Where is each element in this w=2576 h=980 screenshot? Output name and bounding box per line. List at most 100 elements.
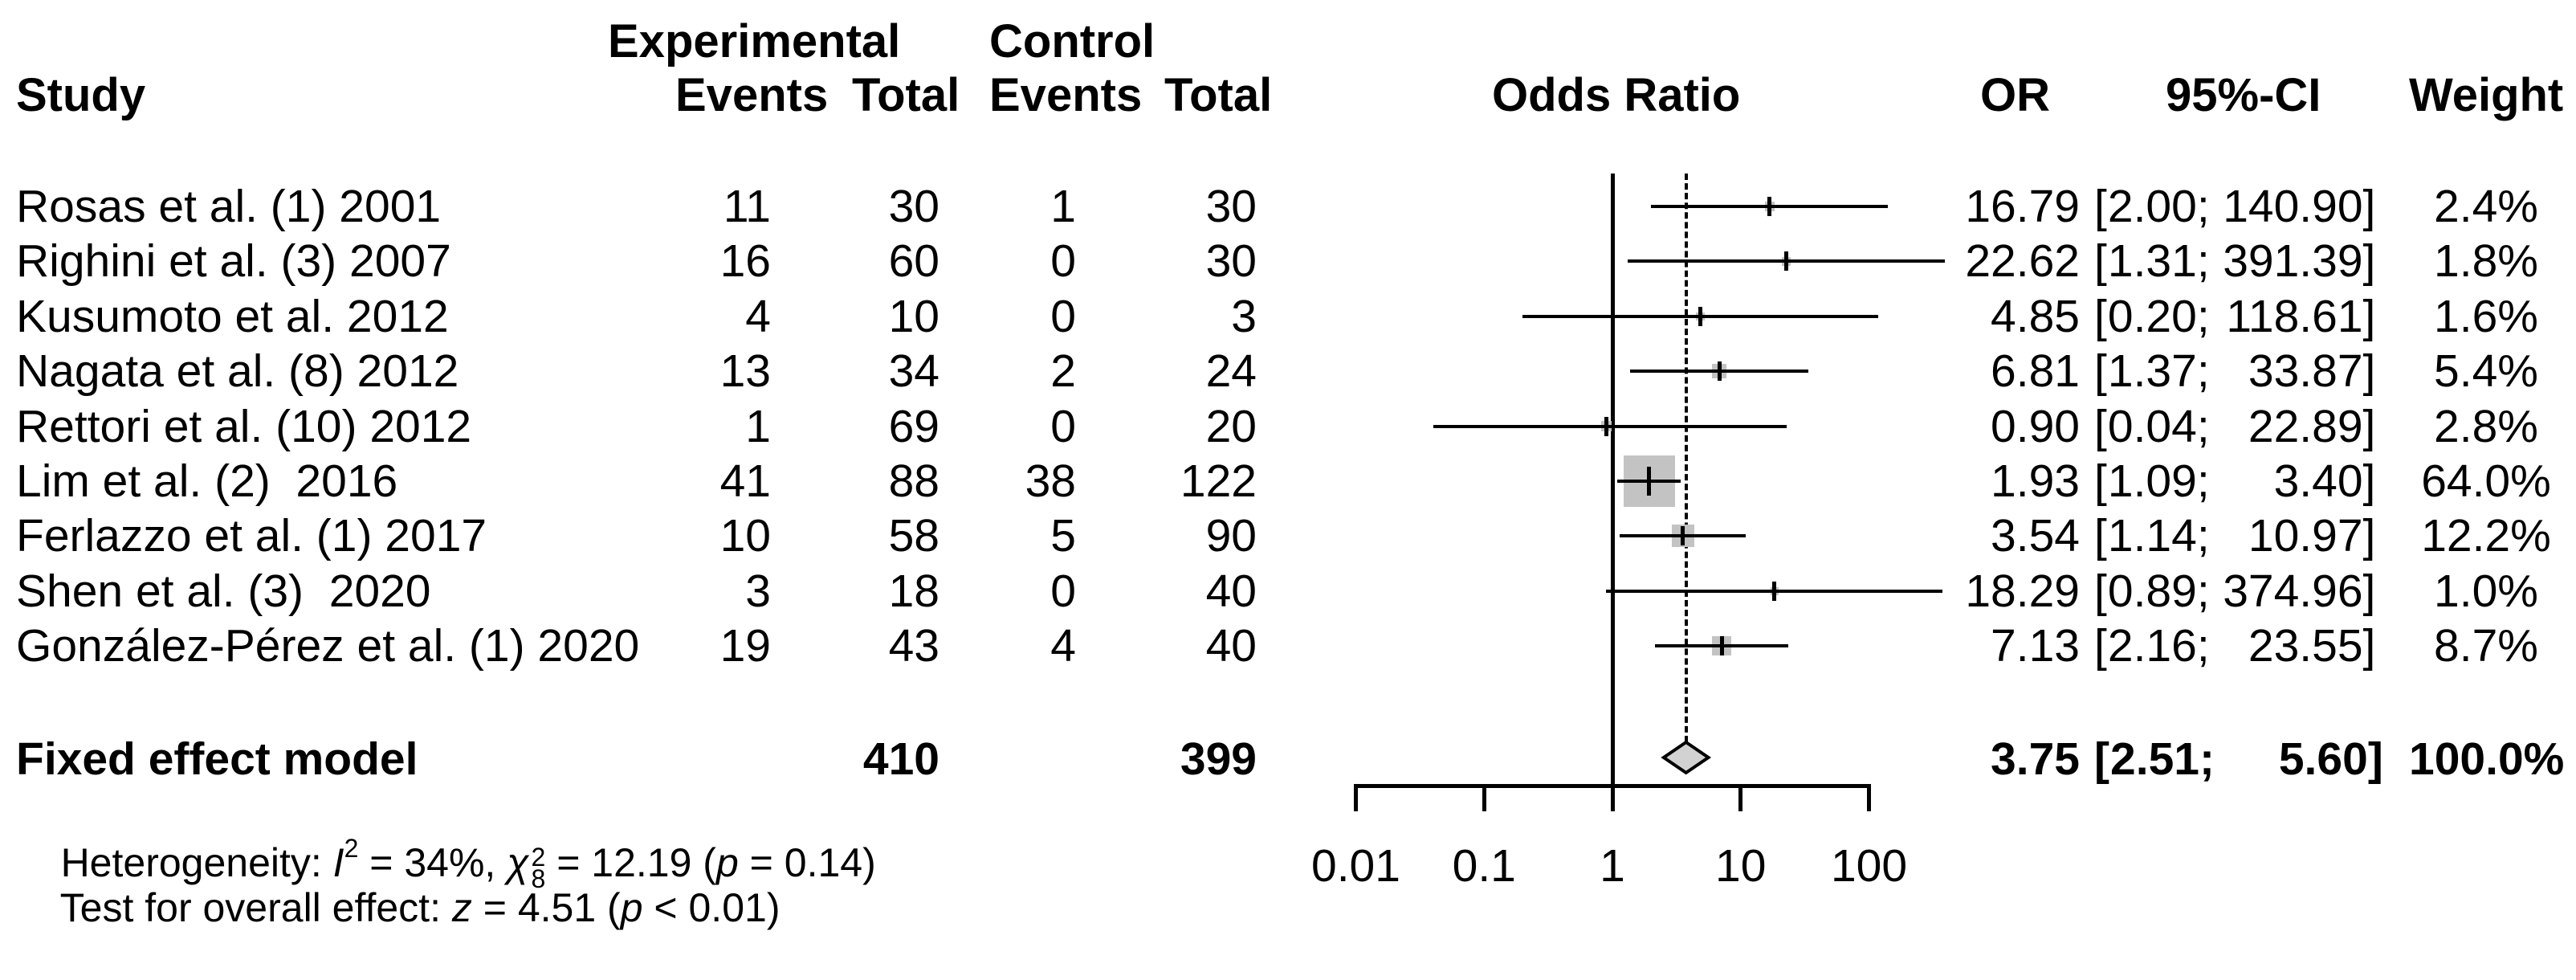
ctrl-events: 4 [1050, 620, 1076, 672]
x-axis-tick-label: 0.1 [1452, 840, 1516, 892]
table-row: González-Pérez et al. (1) 2020 19 43 4 4… [0, 619, 2576, 673]
ctrl-total: 20 [1205, 400, 1257, 452]
table-row: Lim et al. (2) 2016 41 88 38 122 1.93 [1… [0, 454, 2576, 508]
x-axis-tick-label: 10 [1715, 840, 1767, 892]
ctrl-total: 40 [1205, 565, 1257, 617]
or-value: 7.13 [1991, 620, 2080, 672]
ci-value: [0.04; 22.89] [2094, 399, 2375, 454]
ci-close-bracket: ] [2367, 733, 2383, 785]
exp-total: 69 [888, 400, 940, 452]
ctrl-total: 90 [1205, 510, 1257, 562]
het-prefix: Heterogeneity: [60, 840, 333, 885]
ctrl-events: 1 [1050, 181, 1076, 232]
ci-close-bracket: ] [2362, 181, 2376, 232]
column-group-control: Control [989, 15, 1156, 67]
point-estimate-tick [1647, 467, 1652, 496]
summary-weight: 100.0% [2409, 733, 2565, 785]
ci-open-bracket: [ [2094, 235, 2107, 288]
column-header-ci: 95%-CI [2166, 69, 2321, 121]
ci-low: 2.00 [2107, 181, 2197, 232]
ci-close-bracket: ] [2362, 510, 2376, 562]
ci-high: 22.89 [2248, 400, 2363, 452]
ci-low: 0.20 [2107, 290, 2197, 342]
ci-open-bracket: [ [2094, 181, 2107, 232]
ctrl-total: 24 [1205, 345, 1257, 398]
column-header-study: Study [16, 69, 146, 121]
ci-open-bracket: [ [2094, 290, 2107, 342]
ci-separator: ; [2199, 733, 2228, 785]
ci-close-bracket: ] [2362, 290, 2376, 342]
column-group-experimental: Experimental [608, 15, 901, 67]
ci-value: [1.09; 3.40] [2094, 454, 2375, 508]
table-row: Righini et al. (3) 2007 16 60 0 30 22.62… [0, 234, 2576, 288]
table-row: Nagata et al. (8) 2012 13 34 2 24 6.81 [… [0, 344, 2576, 398]
exp-events: 1 [745, 400, 771, 452]
ci-separator: ; [2196, 455, 2223, 507]
point-estimate-tick [1772, 581, 1777, 601]
ci-value: [1.37; 33.87] [2094, 344, 2375, 398]
ci-low: 1.31 [2107, 235, 2197, 288]
ctrl-events: 0 [1050, 235, 1076, 288]
chi-symbol: χ [507, 840, 529, 885]
ci-high: 10.97 [2248, 510, 2363, 562]
summary-row: Fixed effect model 410 399 3.75 [2.51; 5… [0, 732, 2576, 786]
weight-value: 64.0% [2421, 455, 2551, 507]
weight-value: 12.2% [2421, 510, 2551, 562]
ci-value: [2.16; 23.55] [2094, 619, 2375, 673]
test-mid: = 4.51 ( [471, 885, 621, 930]
ci-low: 1.14 [2107, 510, 2197, 562]
weight-value: 5.4% [2434, 345, 2538, 398]
summary-ci-low: 2.51 [2110, 733, 2199, 785]
or-value: 3.54 [1991, 510, 2080, 562]
ci-low: 2.16 [2107, 620, 2197, 672]
column-header-exp-total: Total [852, 69, 960, 121]
summary-or: 3.75 [1991, 733, 2080, 785]
forest-plot: Experimental Control Study Events Total … [0, 15, 2576, 930]
exp-events: 19 [719, 620, 771, 672]
point-estimate-tick [1717, 361, 1722, 382]
column-header-or: OR [1980, 69, 2050, 121]
ci-close-bracket: ] [2362, 400, 2376, 452]
column-header-exp-events: Events [675, 69, 829, 121]
x-axis-tick [1610, 784, 1615, 811]
exp-total: 10 [888, 290, 940, 342]
ctrl-total: 3 [1231, 290, 1257, 342]
pooled-estimate-dashed-line [1684, 174, 1688, 742]
study-name: Lim et al. (2) 2016 [16, 455, 398, 507]
x-axis-tick [1738, 784, 1743, 811]
column-header-ctrl-events: Events [989, 69, 1143, 121]
summary-ci: [2.51; 5.60] [2094, 732, 2383, 786]
ctrl-events: 5 [1050, 510, 1076, 562]
ci-high: 140.90 [2223, 181, 2363, 232]
test-p-symbol: p [620, 885, 643, 930]
ctrl-events: 0 [1050, 290, 1076, 342]
ci-open-bracket: [ [2094, 733, 2109, 785]
point-estimate-tick [1719, 636, 1724, 656]
chi-exponent: 2 [531, 843, 546, 872]
ci-close-bracket: ] [2362, 345, 2376, 398]
exp-events: 11 [723, 181, 771, 232]
ctrl-total: 30 [1205, 235, 1257, 288]
study-name: Righini et al. (3) 2007 [16, 235, 451, 288]
ci-value: [0.89; 374.96] [2094, 564, 2375, 619]
x-axis-tick-label: 100 [1830, 840, 1908, 892]
exp-total: 60 [888, 235, 940, 288]
weight-value: 2.8% [2434, 400, 2538, 452]
ci-value: [2.00; 140.90] [2094, 179, 2375, 234]
x-axis-tick [1867, 784, 1871, 811]
exp-total: 43 [888, 620, 940, 672]
study-name: Ferlazzo et al. (1) 2017 [16, 510, 487, 562]
ci-low: 1.37 [2107, 345, 2197, 398]
point-estimate-tick [1604, 416, 1609, 436]
exp-total: 18 [888, 565, 940, 617]
x-axis-tick-label: 1 [1600, 840, 1625, 892]
ci-value: [1.14; 10.97] [2094, 508, 2375, 563]
weight-value: 2.4% [2434, 181, 2538, 232]
weight-value: 1.0% [2434, 565, 2538, 617]
or-value: 22.62 [1965, 235, 2080, 288]
ci-low: 0.89 [2107, 565, 2197, 617]
exp-events: 4 [745, 290, 771, 342]
exp-events: 16 [719, 235, 771, 288]
ci-open-bracket: [ [2094, 455, 2107, 507]
weight-value: 8.7% [2434, 620, 2538, 672]
